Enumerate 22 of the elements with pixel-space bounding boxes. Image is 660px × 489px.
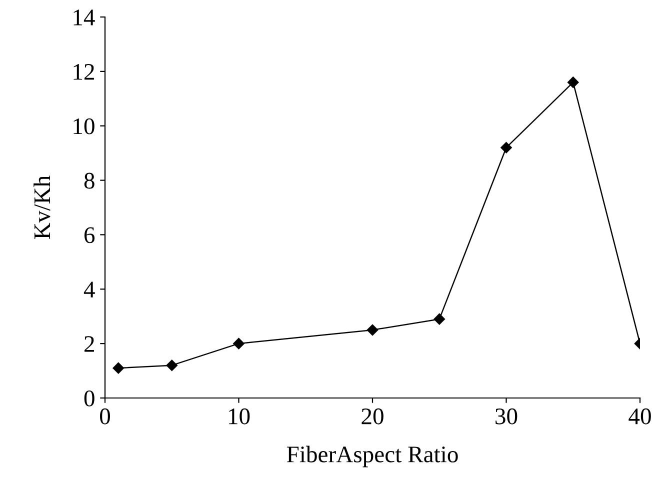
y-tick-label: 12 [74,64,94,80]
point [112,362,124,374]
y-axis-title: Kv/Kh [34,176,50,239]
x-axis-title: FiberAspect Ratio [286,446,458,468]
y-tick-label: 2 [84,336,94,352]
point [434,313,445,325]
x-tick-label: 40 [628,408,651,424]
y-tick-label: 14 [74,10,95,26]
point [500,142,512,154]
y-tick-label: 8 [84,172,94,189]
y-tick-label: 6 [84,227,95,244]
x-tick-label: 30 [496,408,518,424]
x-tick-label: 0 [100,408,110,424]
y-tick-label: 0 [84,390,94,406]
x-tick-label: 20 [362,408,384,424]
point [233,338,244,350]
point [166,360,178,371]
y-tick-label: 4 [84,282,95,298]
x-tick-label: 10 [229,408,250,424]
y-tick-label: 10 [74,118,94,134]
point [568,76,579,88]
point [366,324,378,336]
